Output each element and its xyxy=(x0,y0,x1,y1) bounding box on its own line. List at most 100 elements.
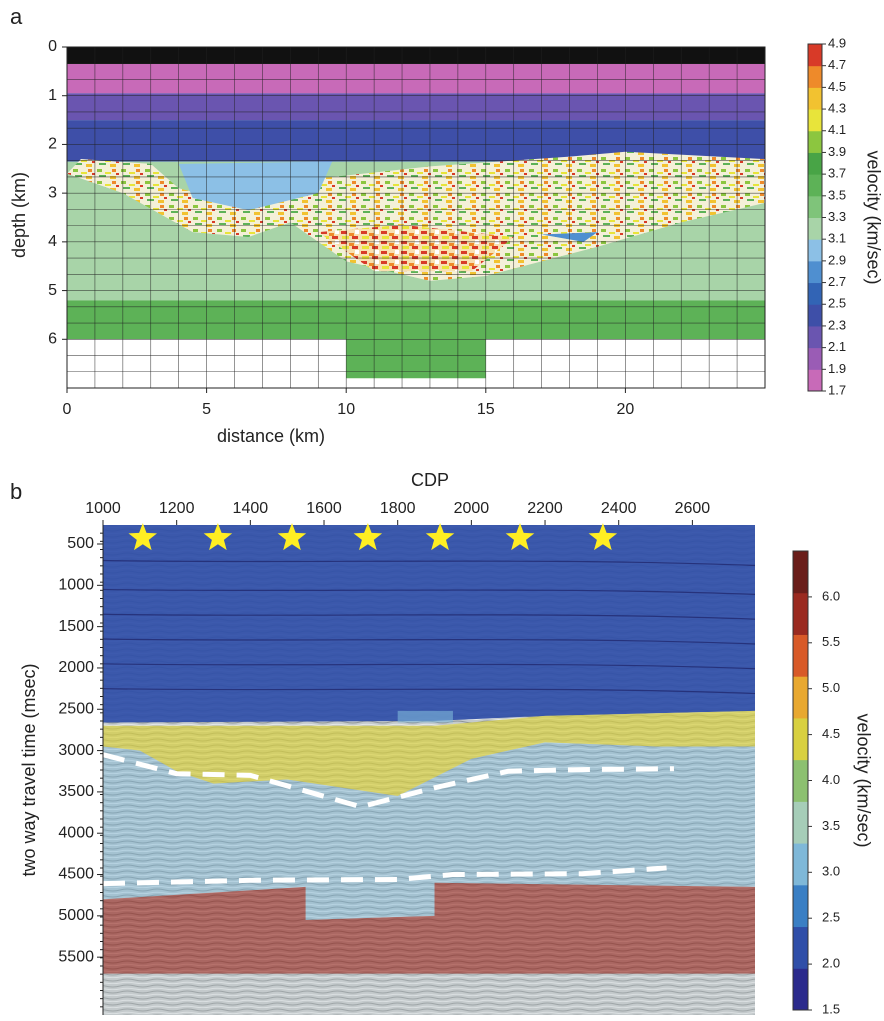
colorbar-segment xyxy=(808,347,822,370)
velocity-region xyxy=(103,742,755,920)
y-tick-label: 6 xyxy=(48,331,57,348)
reflector xyxy=(102,638,756,645)
reflector xyxy=(102,588,756,596)
heterogeneous-zone xyxy=(67,151,765,281)
shot-star xyxy=(277,523,307,551)
x-tick-label: 1400 xyxy=(233,500,269,517)
y-tick-label: 3000 xyxy=(58,742,94,759)
colorbar-tick-label: 2.9 xyxy=(828,252,846,267)
colorbar-tick-label: 2.1 xyxy=(828,339,846,354)
velocity-region xyxy=(103,525,755,723)
colorbar-segment xyxy=(793,676,808,719)
colorbar-segment xyxy=(793,968,808,1011)
layer xyxy=(67,120,765,162)
colorbar-tick-label: 2.0 xyxy=(822,956,840,971)
colorbar-segment xyxy=(808,174,822,197)
colorbar-segment xyxy=(793,592,808,635)
colorbar-segment xyxy=(793,843,808,886)
panel-label: a xyxy=(10,4,23,29)
layer xyxy=(67,300,765,340)
x-tick-label: 20 xyxy=(617,401,635,418)
colorbar-segment xyxy=(808,130,822,153)
colorbar-tick-label: 4.3 xyxy=(828,101,846,116)
y-tick-label: 500 xyxy=(67,535,94,552)
y-tick-label: 4000 xyxy=(58,824,94,841)
colorbar-label: velocity (km/sec) xyxy=(853,713,873,847)
colorbar-tick-label: 1.5 xyxy=(822,1001,840,1016)
colorbar-tick-label: 3.5 xyxy=(822,818,840,833)
colorbar-segment xyxy=(793,634,808,677)
velocity-region xyxy=(103,973,755,1015)
colorbar-segment xyxy=(808,109,822,132)
x-tick-label: 0 xyxy=(63,401,72,418)
colorbar-segment xyxy=(793,551,808,594)
colorbar-tick-label: 4.5 xyxy=(828,79,846,94)
colorbar-label: velocity (km/sec) xyxy=(863,150,883,284)
x-axis-label: distance (km) xyxy=(217,426,325,446)
y-tick-label: 2 xyxy=(48,136,57,153)
colorbar-tick-label: 3.9 xyxy=(828,144,846,159)
y-tick-label: 5000 xyxy=(58,907,94,924)
y-tick-label: 4 xyxy=(48,233,57,250)
shot-star xyxy=(505,523,535,551)
colorbar-tick-label: 4.5 xyxy=(822,726,840,741)
layer xyxy=(67,93,765,121)
velocity-region xyxy=(103,710,755,797)
y-tick-label: 4500 xyxy=(58,866,94,883)
colorbar-segment xyxy=(793,801,808,844)
y-tick-label: 2500 xyxy=(58,700,94,717)
colorbar-tick-label: 3.7 xyxy=(828,166,846,181)
colorbar-segment xyxy=(808,325,822,349)
high-velocity-zone xyxy=(318,224,514,272)
x-axis-label: CDP xyxy=(411,470,449,490)
colorbar-tick-label: 4.9 xyxy=(828,35,846,50)
colorbar-tick-label: 5.5 xyxy=(822,634,840,649)
colorbar-segment xyxy=(808,260,822,284)
colorbar-tick-label: 3.1 xyxy=(828,231,846,246)
x-tick-label: 2000 xyxy=(454,500,490,517)
shot-star xyxy=(128,523,157,551)
colorbar-tick-label: 3.5 xyxy=(828,187,846,202)
colorbar-segment xyxy=(808,369,822,392)
y-tick-label: 1 xyxy=(48,87,57,104)
interpreted-horizon xyxy=(102,752,674,810)
x-tick-label: 1800 xyxy=(380,500,416,517)
plot-frame xyxy=(66,46,766,389)
colorbar-tick-label: 4.0 xyxy=(822,772,840,787)
low-velocity-basin xyxy=(178,161,333,211)
colorbar-segment xyxy=(808,239,822,262)
shot-star xyxy=(353,523,383,551)
colorbar-segment xyxy=(808,65,822,88)
velocity-region xyxy=(103,882,755,974)
x-tick-label: 2600 xyxy=(675,500,711,517)
colorbar-tick-label: 1.9 xyxy=(828,361,846,376)
shot-star xyxy=(588,523,618,551)
colorbar-segment xyxy=(793,717,808,761)
y-tick-label: 5 xyxy=(48,282,57,299)
shot-star xyxy=(203,523,233,551)
y-tick-label: 3500 xyxy=(58,783,94,800)
colorbar-tick-label: 3.3 xyxy=(828,209,846,224)
layer xyxy=(346,339,486,379)
colorbar-tick-label: 4.1 xyxy=(828,122,846,137)
y-tick-label: 5500 xyxy=(58,948,94,965)
y-tick-label: 2000 xyxy=(58,659,94,676)
colorbar-segment xyxy=(808,195,822,218)
colorbar-segment xyxy=(808,152,822,175)
interpreted-horizon xyxy=(102,865,667,887)
shot-star xyxy=(425,523,455,551)
colorbar-segment xyxy=(808,217,822,240)
colorbar-tick-label: 2.5 xyxy=(828,296,846,311)
colorbar-tick-label: 4.7 xyxy=(828,57,846,72)
colorbar-tick-label: 2.5 xyxy=(822,910,840,925)
colorbar-segment xyxy=(808,87,822,110)
reflector xyxy=(102,688,756,695)
y-axis-label: two way travel time (msec) xyxy=(19,663,39,876)
y-tick-label: 3 xyxy=(48,184,57,201)
x-tick-label: 1600 xyxy=(306,500,342,517)
colorbar-tick-label: 2.3 xyxy=(828,317,846,332)
water-layer xyxy=(67,47,765,65)
colorbar-segment xyxy=(808,44,822,67)
reflector xyxy=(102,559,756,567)
panel-label: b xyxy=(10,479,22,504)
